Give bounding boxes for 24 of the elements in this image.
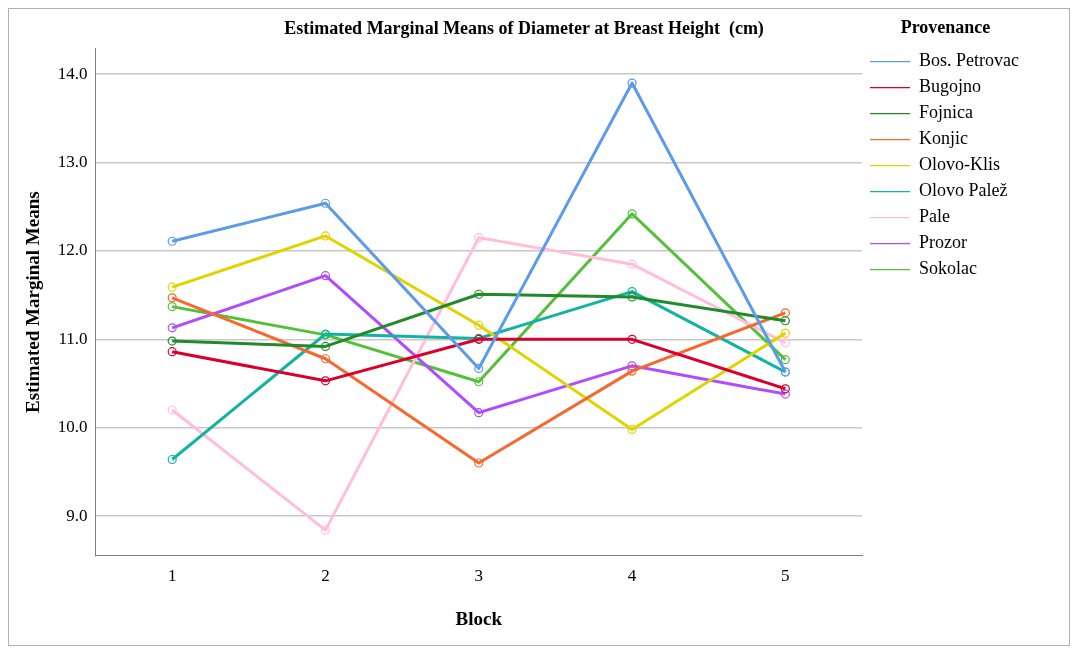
y-tick-label: 11.0 bbox=[58, 328, 88, 348]
legend-label: Fojnica bbox=[919, 102, 974, 123]
legend-label: Olovo-Klis bbox=[919, 154, 1001, 175]
y-tick-label: 13.0 bbox=[57, 152, 88, 172]
legend-label: Bos. Petrovac bbox=[919, 50, 1020, 71]
legend-label: Sokolac bbox=[919, 258, 978, 279]
x-tick-label: 4 bbox=[627, 566, 637, 586]
x-tick-label: 1 bbox=[167, 566, 177, 586]
y-axis-title: Estimated Marginal Means bbox=[22, 191, 44, 414]
legend-label: Pale bbox=[919, 206, 951, 227]
chart-title: Estimated Marginal Means of Diameter at Breast Height (cm) bbox=[284, 18, 764, 40]
y-tick-label: 9.0 bbox=[66, 505, 88, 525]
x-axis-title: Block bbox=[455, 607, 503, 629]
legend-label: Prozor bbox=[919, 232, 968, 253]
x-tick-label: 5 bbox=[781, 566, 790, 586]
x-tick-label: 2 bbox=[321, 566, 330, 586]
y-tick-label: 10.0 bbox=[57, 417, 88, 437]
y-tick-label: 12.0 bbox=[57, 240, 88, 260]
legend-label: Olovo Palež bbox=[919, 180, 1008, 201]
legend-label: Konjic bbox=[919, 128, 969, 149]
legend-title: Provenance bbox=[900, 16, 991, 37]
y-tick-label: 14.0 bbox=[57, 63, 88, 83]
x-tick-label: 3 bbox=[474, 566, 484, 586]
legend-label: Bugojno bbox=[919, 76, 982, 97]
